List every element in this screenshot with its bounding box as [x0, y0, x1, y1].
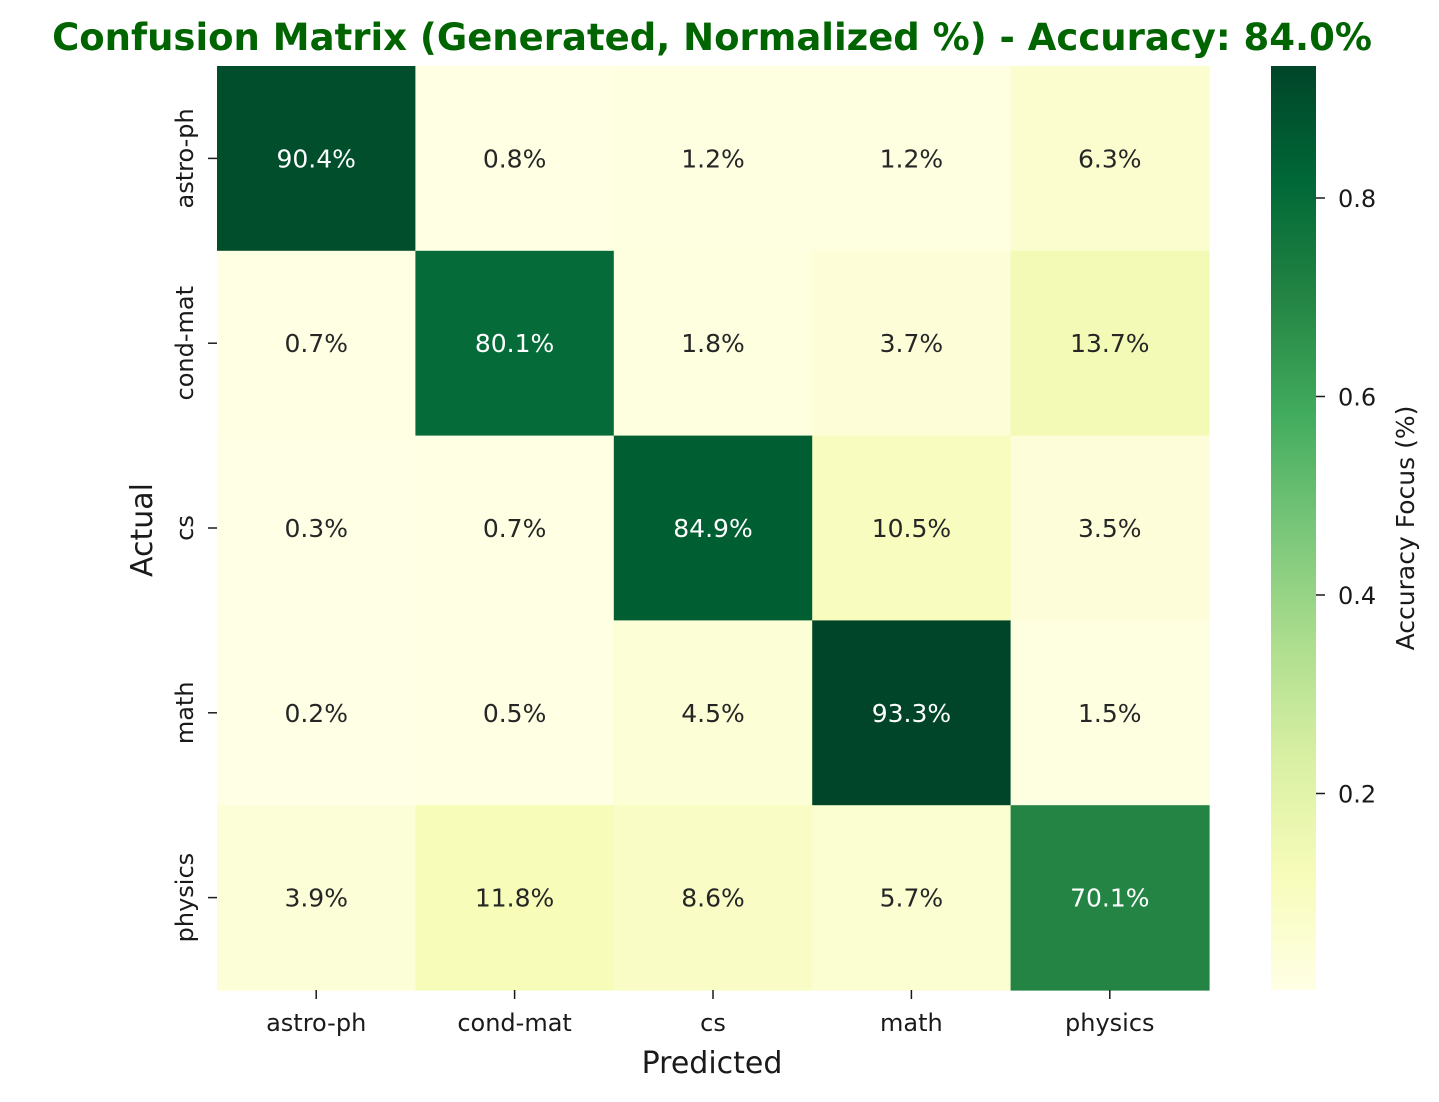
y-tick-label: cs — [171, 515, 199, 541]
heatmap-cell — [217, 250, 416, 437]
heatmap-cell — [1010, 805, 1210, 991]
cell-value-label: 3.5% — [1078, 514, 1142, 543]
heatmap-cell — [812, 66, 1012, 252]
heatmap-cell — [812, 250, 1012, 437]
cell-value-label: 3.9% — [284, 884, 348, 913]
heatmap-cell — [415, 805, 615, 991]
x-axis-ticks: astro-ph cond-mat cs math physics — [266, 990, 1155, 1037]
cell-value-label: 0.7% — [284, 329, 348, 358]
colorbar: 0.2 0.4 0.6 0.8 — [1271, 66, 1376, 990]
heatmap-cell — [613, 435, 813, 621]
colorbar-tick-label: 0.6 — [1338, 383, 1376, 411]
x-axis-label: Predicted — [642, 1046, 783, 1081]
y-tick-label: cond-mat — [171, 286, 199, 400]
x-tick-label: cs — [700, 1009, 726, 1037]
cell-value-label: 1.8% — [681, 329, 745, 358]
heatmap-cell — [613, 805, 813, 991]
cell-value-label: 80.1% — [475, 329, 554, 358]
y-tick-label: physics — [171, 853, 199, 943]
heatmap-cell — [1010, 250, 1210, 437]
heatmap-cell — [217, 435, 416, 621]
heatmap-cell — [217, 620, 416, 806]
cell-value-label: 0.2% — [284, 699, 348, 728]
cell-value-label: 0.8% — [483, 144, 547, 173]
cell-value-label: 13.7% — [1070, 329, 1149, 358]
cell-value-label: 0.5% — [483, 699, 547, 728]
cell-value-label: 6.3% — [1078, 144, 1142, 173]
y-axis-ticks: astro-ph cond-mat cs math physics — [171, 108, 217, 942]
cell-value-label: 84.9% — [673, 514, 752, 543]
heatmap-cell — [1010, 66, 1210, 252]
cell-value-label: 3.7% — [880, 329, 944, 358]
cell-value-label: 0.7% — [483, 514, 547, 543]
colorbar-tick-label: 0.8 — [1338, 185, 1376, 213]
cell-value-label: 5.7% — [880, 884, 944, 913]
colorbar-tick-label: 0.2 — [1338, 780, 1376, 808]
colorbar-tick-label: 0.4 — [1338, 582, 1376, 610]
x-tick-label: physics — [1065, 1009, 1155, 1037]
heatmap-cell — [812, 620, 1012, 806]
cell-value-label: 11.8% — [475, 884, 554, 913]
heatmap-cell — [415, 435, 615, 621]
heatmap-cell — [415, 620, 615, 806]
cell-value-label: 90.4% — [276, 144, 355, 173]
colorbar-label: Accuracy Focus (%) — [1391, 406, 1420, 651]
heatmap-cell — [613, 620, 813, 806]
heatmap-cell — [217, 805, 416, 991]
heatmap-cells: 90.4% 0.8% 1.2% 1.2% 6.3% 0.7% 80.1% 1.8% 3.7% 13… — [217, 66, 1210, 991]
cell-value-label: 4.5% — [681, 699, 745, 728]
heatmap-cell — [415, 66, 615, 252]
chart-title: Confusion Matrix (Generated, Normalized … — [52, 16, 1372, 59]
heatmap-cell — [1010, 435, 1210, 621]
x-tick-label: cond-mat — [457, 1009, 571, 1037]
heatmap-cell — [1010, 620, 1210, 806]
cell-value-label: 1.2% — [880, 144, 944, 173]
x-tick-label: math — [880, 1009, 943, 1037]
x-tick-label: astro-ph — [266, 1009, 366, 1037]
cell-value-label: 1.5% — [1078, 699, 1142, 728]
cell-value-label: 1.2% — [681, 144, 745, 173]
heatmap-cell — [217, 66, 416, 252]
heatmap-cell — [415, 250, 615, 437]
heatmap-cell — [812, 805, 1012, 991]
heatmap-cell — [613, 250, 813, 437]
y-tick-label: astro-ph — [171, 108, 199, 208]
y-axis-label: Actual — [125, 483, 160, 577]
cell-value-label: 8.6% — [681, 884, 745, 913]
colorbar-gradient — [1271, 66, 1316, 990]
heatmap-cell — [812, 435, 1012, 621]
cell-value-label: 70.1% — [1070, 884, 1149, 913]
cell-value-label: 0.3% — [284, 514, 348, 543]
y-tick-label: math — [171, 681, 199, 744]
cell-value-label: 93.3% — [872, 699, 951, 728]
heatmap-cell — [613, 66, 813, 252]
cell-value-label: 10.5% — [872, 514, 951, 543]
